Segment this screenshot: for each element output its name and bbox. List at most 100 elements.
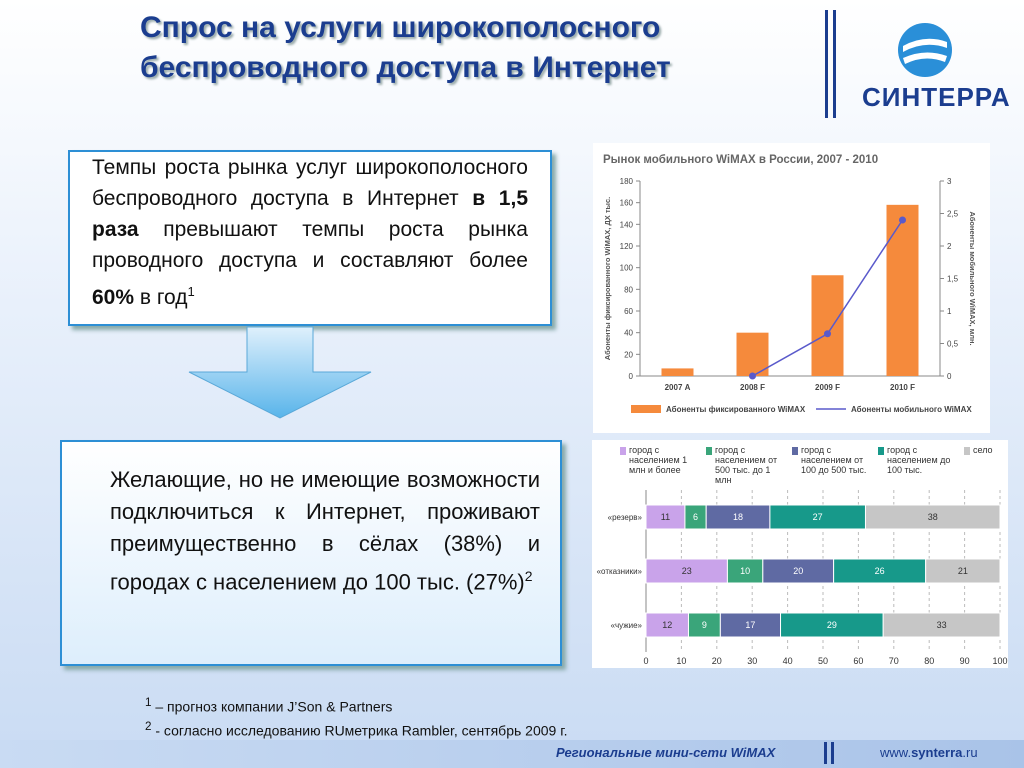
footnote-mark: 1 [145, 696, 152, 709]
data-label: 27 [813, 512, 823, 522]
y-tick-label: 60 [624, 307, 633, 316]
footnote-ref: 1 [187, 284, 195, 299]
bar [736, 332, 769, 376]
x-tick-label: 80 [924, 656, 934, 666]
slide-title: Спрос на услуги широкополосного беспрово… [140, 11, 671, 84]
y-tick-label: 0 [629, 372, 634, 381]
x-tick-label: 2008 F [740, 383, 765, 392]
footer-caption: Региональные мини-сети WiMAX [556, 745, 776, 760]
data-label: 20 [793, 566, 803, 576]
bar-segment [645, 558, 728, 584]
y2-tick-label: 2,5 [947, 210, 959, 219]
chart-panel: 0 10 20 30 40 50 60 70 80 90 100 «резерв» 11 6 18 27 38 «… [592, 440, 1008, 668]
y-tick-label: 160 [620, 199, 634, 208]
legend-label: город с населением до 100 тыс. [887, 445, 951, 475]
bar-segment [882, 612, 1001, 638]
legend-label: Абоненты фиксированного WiMAX [666, 405, 806, 414]
data-label: 17 [745, 620, 755, 630]
footnote: 2 - согласно исследованию RUметрика Ramb… [145, 720, 568, 739]
url-part: synterra [911, 745, 963, 760]
x-tick-label: 30 [747, 656, 757, 666]
x-tick-label: 10 [676, 656, 686, 666]
logo-icon [898, 23, 952, 77]
chart-panel: Рынок мобильного WiMAX в России, 2007 - … [593, 143, 990, 433]
bar-segment [769, 504, 866, 530]
y-tick-label: «отказники» [597, 567, 643, 576]
divider [833, 10, 836, 118]
y2-tick-label: 1 [947, 307, 952, 316]
text: превышают темпы роста рынка проводного д… [92, 218, 528, 272]
legend-swatch [792, 447, 798, 455]
legend-swatch [706, 447, 712, 455]
footnote-ref: 2 [524, 568, 533, 584]
text-bold: 60% [92, 286, 135, 309]
legend-label: город с населением 1 млн и более [629, 445, 688, 475]
text: Темпы роста рынка услуг широкополосного … [92, 156, 528, 210]
y2-tick-label: 0 [947, 372, 952, 381]
data-label: 26 [875, 566, 885, 576]
footnote: 1 – прогноз компании J’Son & Partners [145, 696, 392, 715]
chart-title: Рынок мобильного WiMAX в России, 2007 - … [603, 154, 878, 166]
point [899, 216, 906, 224]
x-tick-label: 2010 F [890, 383, 915, 392]
footer-url: www.synterra.ru [880, 745, 978, 760]
footnote-mark: 2 [145, 720, 152, 733]
legend-swatch [631, 405, 661, 413]
x-tick-label: 2007 А [665, 383, 691, 392]
y2-axis-label: Абоненты мобильного WiMAX, млн. [968, 211, 977, 345]
text: в год [134, 286, 188, 309]
divider [824, 742, 827, 764]
data-label: 33 [937, 620, 947, 630]
footnote-text: – прогноз компании J’Son & Partners [155, 698, 393, 715]
url-part: .ru [962, 745, 978, 760]
data-label: 11 [661, 512, 670, 522]
footer-bar [0, 740, 1024, 768]
logo-text: СИНТЕРРА [862, 82, 1011, 112]
y-tick-label: 140 [620, 220, 634, 229]
x-tick-label: 40 [783, 656, 793, 666]
x-tick-label: 50 [818, 656, 828, 666]
data-label: 29 [827, 620, 837, 630]
legend-label: город с населением от 500 тыс. до 1 млн [715, 445, 778, 485]
data-label: 12 [662, 620, 672, 630]
y-tick-label: «чужие» [611, 621, 643, 630]
bar-segment [705, 504, 771, 530]
data-label: 38 [928, 512, 938, 522]
point [749, 372, 756, 380]
y2-tick-label: 3 [947, 177, 952, 186]
y-tick-label: 40 [624, 329, 633, 338]
bar-segment [645, 612, 689, 638]
x-tick-label: 2009 F [815, 383, 840, 392]
bar-segment [726, 558, 764, 584]
bar-segment [645, 504, 686, 530]
y-tick-label: 80 [624, 285, 633, 294]
legend-label: Абоненты мобильного WiMAX [851, 405, 972, 414]
legend-swatch [620, 447, 626, 455]
bar [886, 204, 919, 376]
data-label: 9 [702, 620, 707, 630]
legend-label: село [973, 445, 993, 455]
x-tick-label: 100 [992, 656, 1007, 666]
bar-segment [864, 504, 1001, 530]
legend-label: город с населением от 100 до 500 тыс. [801, 445, 867, 475]
x-tick-label: 70 [889, 656, 899, 666]
y-tick-label: «резерв» [608, 513, 643, 522]
url-part: www. [880, 745, 912, 760]
text-box: Желающие, но не имеющие возможности подк… [60, 440, 562, 666]
data-label: 10 [740, 566, 750, 576]
bar-segment [719, 612, 782, 638]
divider [831, 742, 834, 764]
data-label: 18 [733, 512, 743, 522]
x-tick-label: 20 [712, 656, 722, 666]
data-label: 6 [693, 512, 698, 522]
legend-swatch [878, 447, 884, 455]
data-label: 21 [958, 566, 968, 576]
y2-tick-label: 2 [947, 242, 952, 251]
bar-segment [780, 612, 884, 638]
point [824, 330, 831, 338]
y2-tick-label: 1,5 [947, 275, 959, 284]
x-tick-label: 90 [960, 656, 970, 666]
y-tick-label: 100 [620, 264, 634, 273]
chart: 0 10 20 30 40 50 60 70 80 90 100 «резерв» 11 6 18 27 38 «… [592, 440, 1008, 668]
